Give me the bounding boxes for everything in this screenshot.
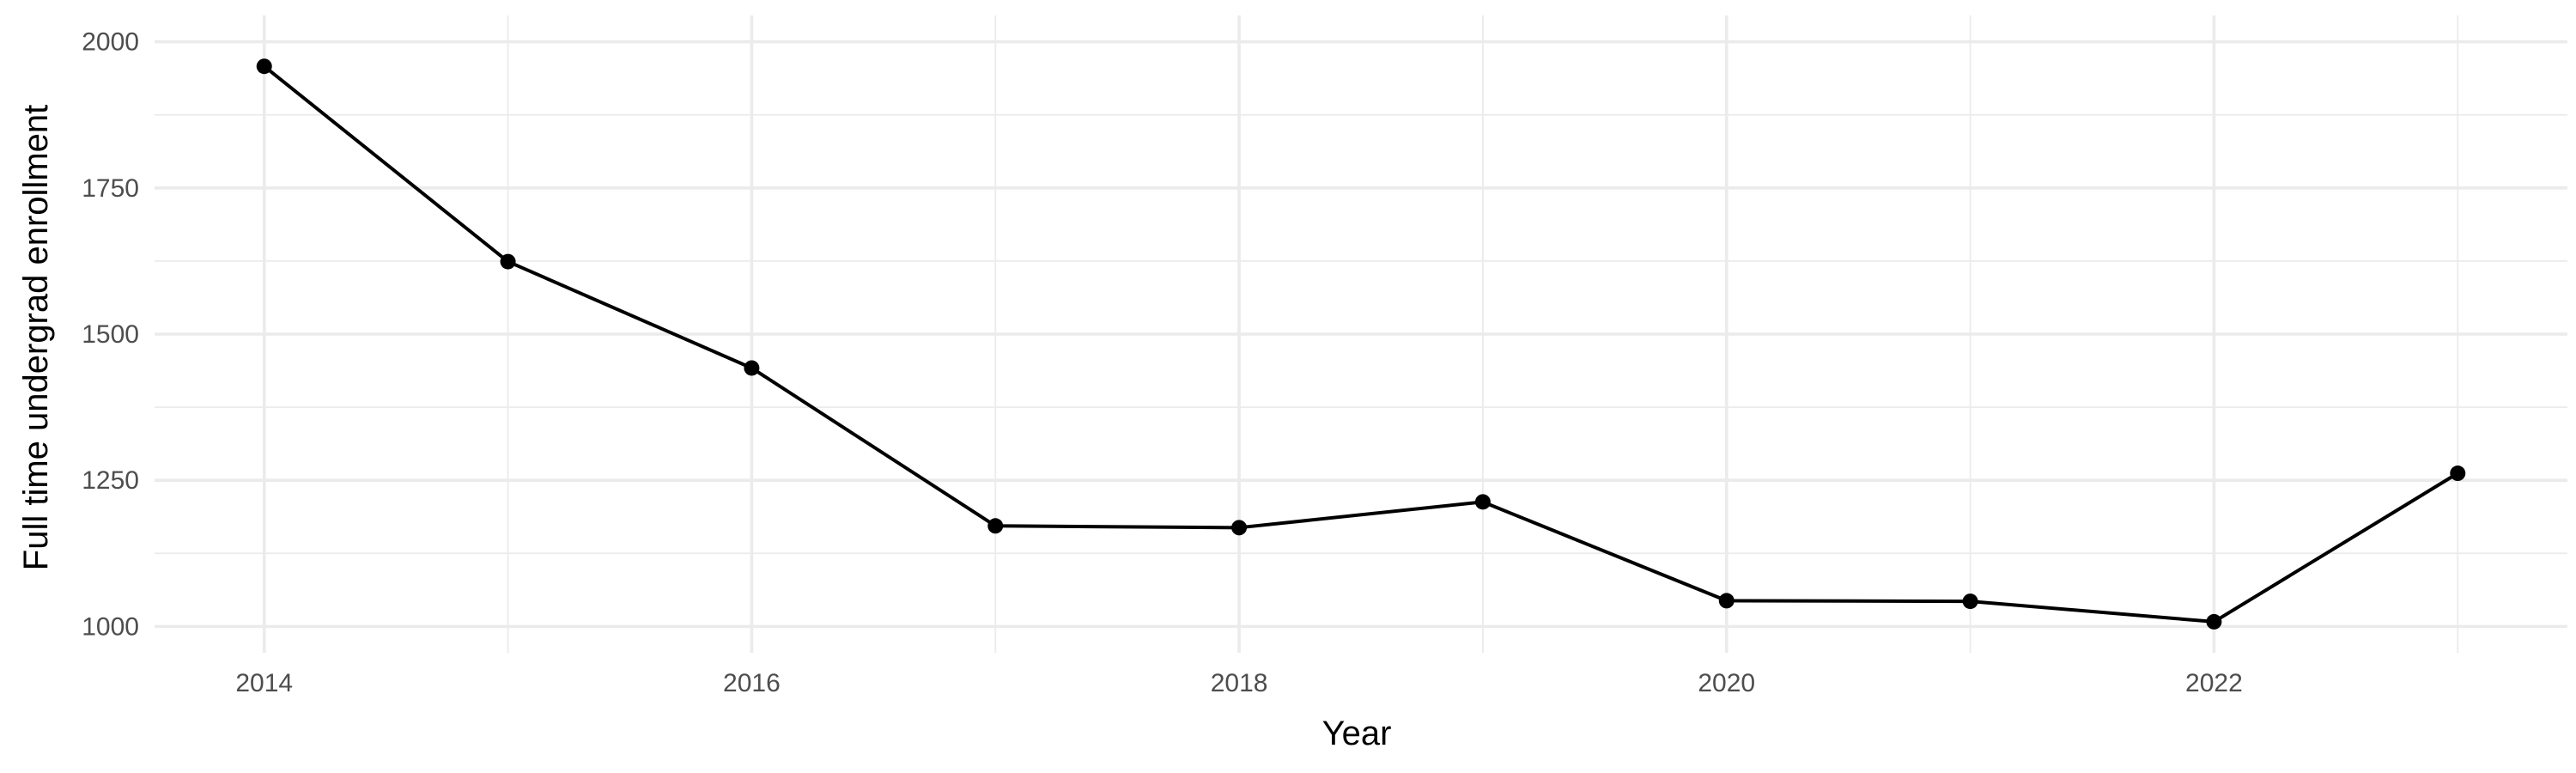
data-point [2450, 466, 2466, 482]
data-point [256, 58, 272, 75]
data-point [1231, 520, 1248, 536]
y-tick-label: 1250 [82, 466, 139, 495]
series-line [263, 64, 2459, 624]
x-tick-label: 2018 [1211, 669, 1268, 697]
x-axis-title: Year [1322, 715, 1392, 752]
data-point [1718, 593, 1735, 609]
x-tick-label: 2014 [235, 669, 293, 697]
series-group [256, 58, 2466, 630]
x-tick-label: 2016 [723, 669, 781, 697]
data-point [1962, 593, 1978, 610]
y-axis-title: Full time undergrad enrollment [17, 105, 55, 570]
y-tick-label: 1000 [82, 612, 139, 641]
data-point [744, 360, 760, 376]
data-point [987, 518, 1004, 534]
y-tick-label: 1500 [82, 320, 139, 349]
data-point [2206, 613, 2222, 630]
data-point [500, 253, 516, 270]
y-tick-label: 2000 [82, 28, 139, 57]
x-tick-label: 2022 [2185, 669, 2243, 697]
y-axis-tick-labels: 1000 1250 1500 1750 2000 [82, 28, 139, 642]
y-tick-label: 1750 [82, 174, 139, 203]
x-tick-label: 2020 [1698, 669, 1755, 697]
x-axis-tick-labels: 2014 2016 2018 2020 2022 [235, 669, 2242, 697]
grid-lines [155, 15, 2567, 653]
data-point [1474, 494, 1491, 510]
